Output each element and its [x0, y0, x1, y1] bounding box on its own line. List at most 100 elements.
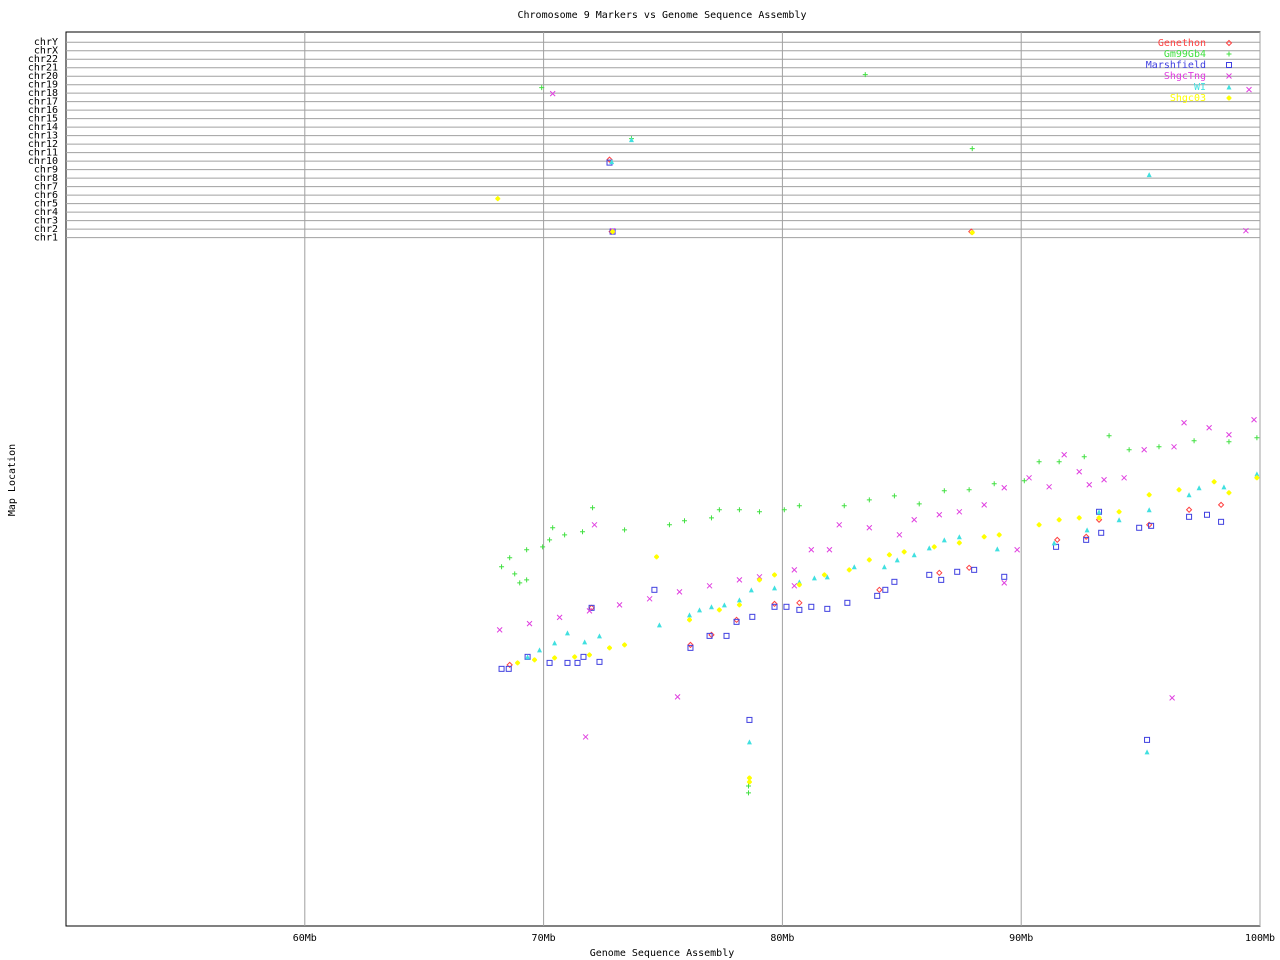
legend-marker	[1226, 95, 1232, 101]
marker	[628, 137, 634, 143]
marker	[1217, 501, 1225, 509]
y-tick-label: chr19	[28, 80, 58, 91]
marker	[891, 578, 898, 585]
marker	[1181, 419, 1187, 426]
y-tick-label: chr5	[34, 199, 58, 210]
marker	[841, 503, 847, 509]
legend-marker	[1226, 62, 1232, 68]
marker	[610, 229, 616, 235]
y-tick-label: chr9	[34, 165, 58, 176]
marker	[723, 632, 730, 639]
marker	[941, 488, 947, 494]
x-tick-label: 100Mb	[1245, 933, 1275, 944]
marker	[956, 540, 962, 546]
marker	[746, 779, 752, 785]
y-tick-label: chr6	[34, 190, 58, 201]
marker	[1014, 546, 1020, 553]
marker	[1254, 475, 1260, 481]
marker	[808, 603, 815, 610]
marker	[606, 156, 613, 163]
marker	[1083, 536, 1090, 543]
marker	[666, 522, 672, 528]
y-tick-label: chr13	[28, 131, 58, 142]
marker	[505, 665, 512, 672]
marker	[1186, 492, 1192, 498]
marker	[866, 557, 872, 563]
marker	[826, 546, 833, 553]
marker	[931, 544, 937, 550]
marker	[783, 603, 790, 610]
marker	[1101, 476, 1107, 483]
y-tick-label: chr17	[28, 97, 58, 108]
y-tick-label: chrX	[34, 46, 58, 57]
marker	[1046, 483, 1052, 490]
marker	[1185, 506, 1193, 513]
marker	[517, 580, 523, 586]
marker	[687, 612, 693, 618]
marker	[746, 739, 752, 745]
marker	[808, 546, 815, 553]
marker	[552, 655, 558, 661]
marker	[1144, 736, 1151, 743]
marker	[736, 507, 742, 513]
marker	[687, 617, 693, 623]
marker	[532, 657, 538, 663]
marker	[525, 654, 531, 660]
marker	[1196, 485, 1202, 491]
x-tick-label: 70Mb	[532, 933, 556, 944]
marker	[1146, 172, 1152, 178]
marker	[1148, 522, 1155, 529]
marker	[926, 571, 933, 578]
marker	[938, 576, 945, 583]
marker	[736, 602, 742, 608]
marker	[609, 159, 615, 165]
marker	[687, 641, 694, 649]
marker	[969, 230, 975, 236]
marker	[681, 518, 687, 524]
marker	[586, 608, 593, 614]
marker	[941, 537, 947, 543]
marker	[1082, 533, 1090, 540]
y-tick-label: chr11	[28, 148, 58, 159]
marker	[590, 505, 596, 511]
marker	[550, 525, 556, 531]
marker	[540, 544, 546, 550]
marker	[1086, 481, 1093, 488]
marker	[716, 507, 722, 513]
marker	[1136, 524, 1143, 531]
marker	[746, 775, 752, 781]
marker	[796, 606, 803, 613]
marker	[866, 497, 872, 503]
marker	[1221, 484, 1227, 490]
marker	[1051, 540, 1057, 546]
y-tick-label: chr20	[28, 71, 58, 82]
marker	[791, 566, 798, 573]
marker	[622, 527, 628, 533]
marker	[966, 487, 972, 493]
legend-label: Gm99Gb4	[1164, 49, 1206, 60]
marker	[708, 604, 714, 610]
marker	[911, 552, 917, 558]
marker	[1169, 695, 1175, 701]
marker	[876, 586, 883, 594]
marker	[1126, 447, 1132, 453]
marker	[1211, 479, 1217, 485]
marker	[564, 659, 571, 666]
y-tick-label: chr15	[28, 114, 58, 125]
marker	[771, 600, 778, 608]
marker	[821, 572, 827, 578]
legend-label: WI	[1194, 82, 1206, 93]
marker	[512, 571, 518, 577]
marker	[651, 586, 658, 593]
chart-title: Chromosome 9 Markers vs Genome Sequence …	[518, 10, 807, 21]
marker	[881, 564, 887, 570]
marker	[1001, 579, 1008, 586]
marker	[862, 72, 868, 78]
marker	[1116, 517, 1122, 523]
marker	[791, 582, 798, 589]
legend-marker	[1226, 73, 1232, 79]
marker	[549, 90, 556, 97]
marker	[1218, 518, 1225, 525]
